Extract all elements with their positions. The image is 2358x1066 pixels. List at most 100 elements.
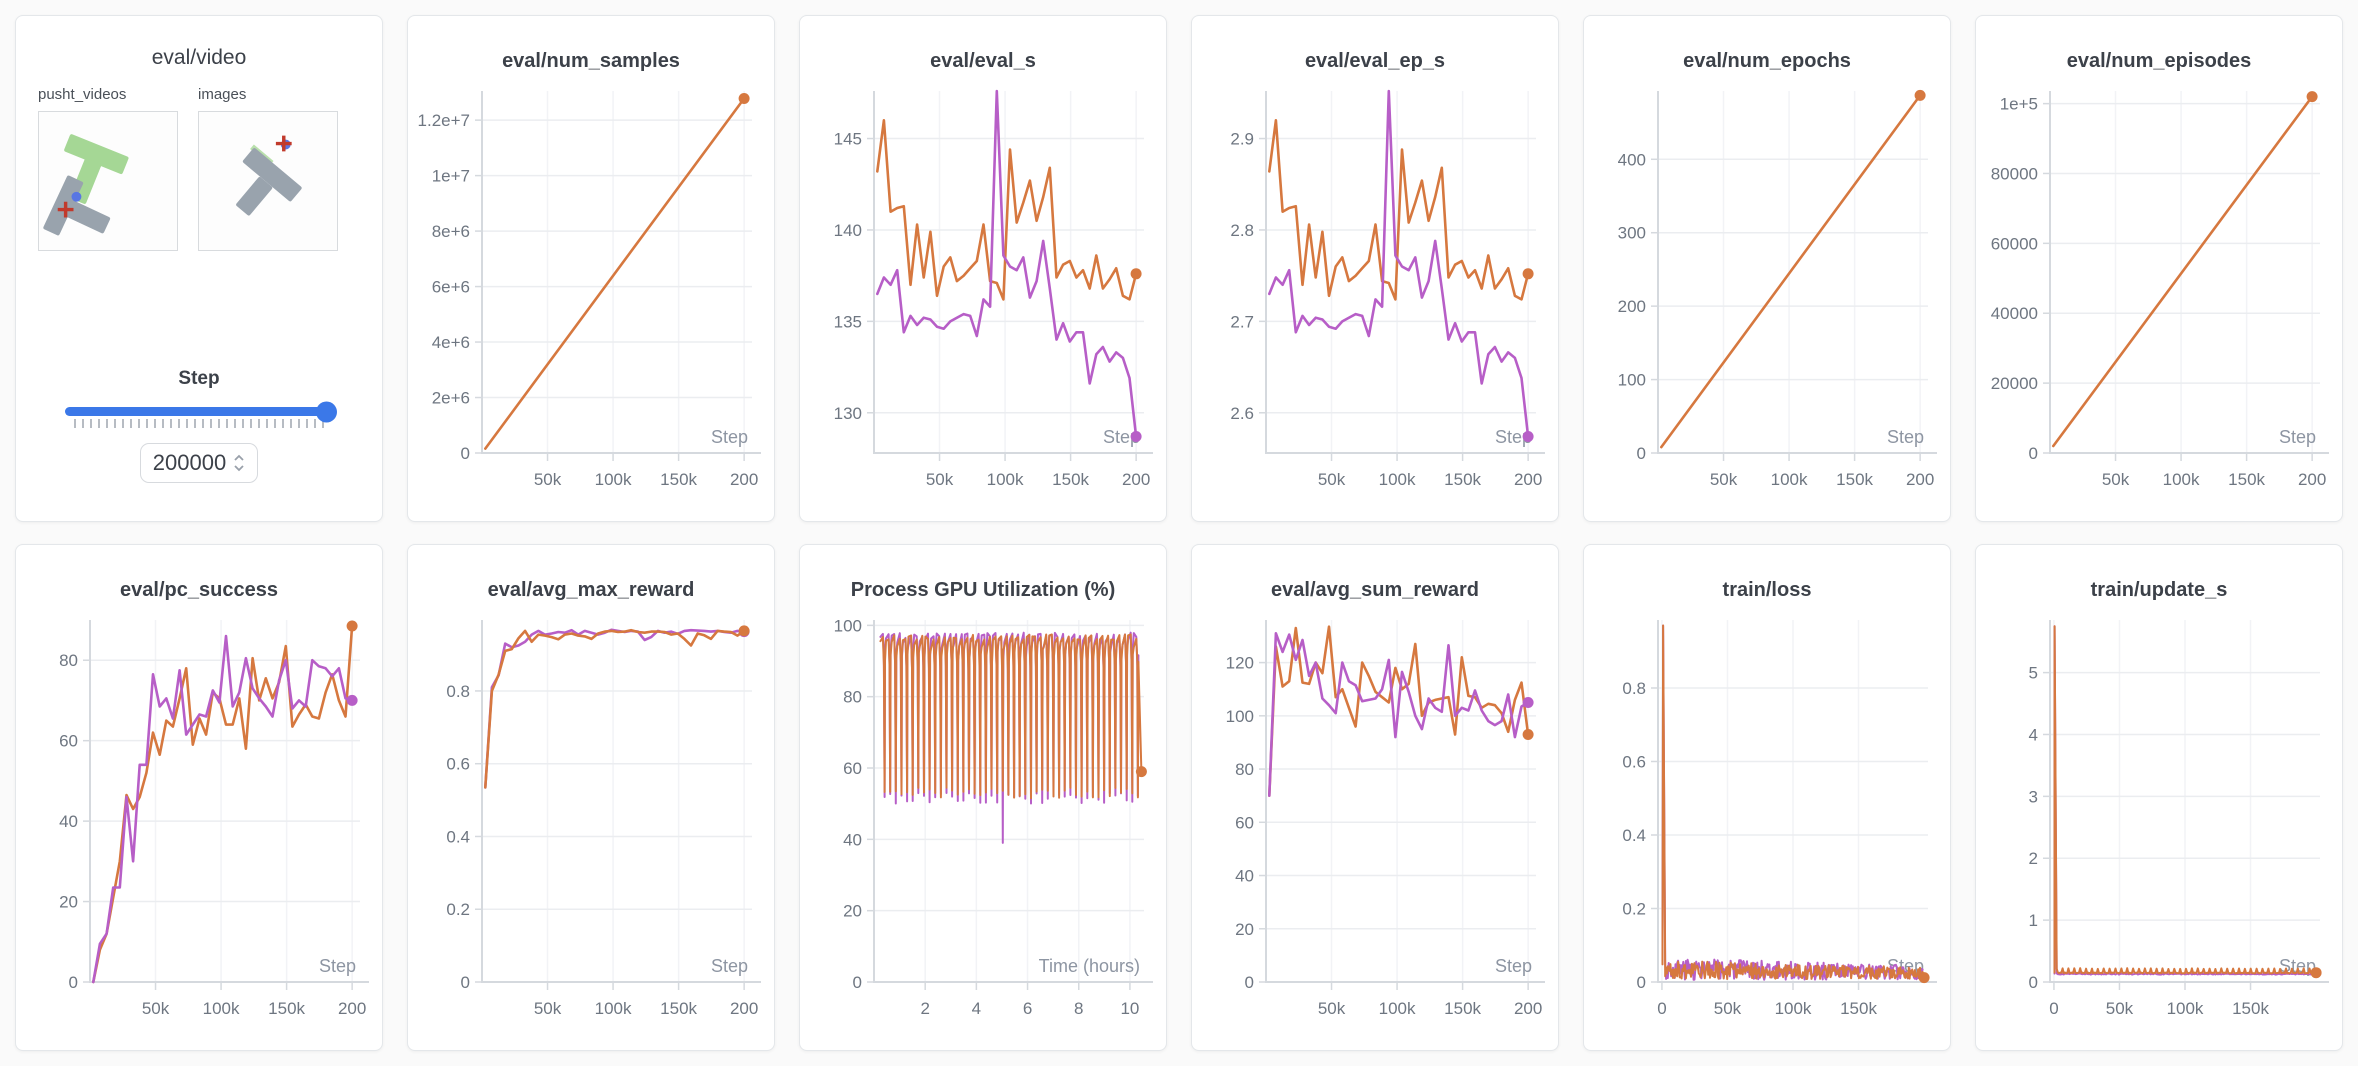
series-orange-end-dot bbox=[1914, 89, 1926, 101]
chart-panel-train-loss: train/loss 0 50k 100k 150k 0 0.2 0.4 0.6 0.8 Step bbox=[1583, 544, 1951, 1051]
svg-text:50k: 50k bbox=[534, 999, 562, 1018]
series-orange bbox=[1660, 94, 1922, 449]
images-thumbnail[interactable] bbox=[198, 111, 338, 251]
series-purple-end-dot bbox=[1522, 431, 1534, 442]
svg-text:0: 0 bbox=[2029, 444, 2038, 463]
svg-text:150k: 150k bbox=[1836, 470, 1873, 489]
chart-title: eval/pc_success bbox=[120, 579, 278, 601]
svg-text:0: 0 bbox=[1657, 999, 1666, 1018]
svg-text:0: 0 bbox=[2049, 999, 2058, 1018]
svg-text:400: 400 bbox=[1618, 150, 1646, 169]
chart-panel-process-gpu-utilization: Process GPU Utilization (%) 2 4 6 8 10 0 20 40 6… bbox=[799, 544, 1167, 1051]
series-orange-end-dot bbox=[2310, 967, 2322, 979]
svg-text:Step: Step bbox=[319, 956, 356, 976]
svg-text:40: 40 bbox=[843, 830, 862, 849]
svg-text:150k: 150k bbox=[1840, 999, 1877, 1018]
chart-panel-eval-avg-max-reward: eval/avg_max_reward 50k 100k 150k 200 0 0.2 0.… bbox=[407, 544, 775, 1051]
chart-plot[interactable]: 0 50k 100k 150k 0 1 2 3 4 5 Step bbox=[1986, 608, 2332, 1038]
svg-text:80000: 80000 bbox=[1991, 164, 2038, 183]
step-input-value: 200000 bbox=[152, 450, 227, 475]
svg-text:50k: 50k bbox=[926, 470, 954, 489]
svg-text:0: 0 bbox=[2029, 973, 2038, 992]
step-slider-knob[interactable] bbox=[316, 401, 337, 422]
svg-text:150k: 150k bbox=[660, 999, 697, 1018]
gray-t-shape bbox=[236, 144, 302, 216]
svg-text:50k: 50k bbox=[1318, 470, 1346, 489]
svg-text:10: 10 bbox=[1120, 999, 1139, 1018]
gray-t-shape bbox=[43, 175, 111, 236]
chart-title: eval/eval_s bbox=[930, 50, 1036, 72]
svg-text:1e+5: 1e+5 bbox=[2000, 95, 2038, 114]
svg-text:100: 100 bbox=[834, 616, 862, 635]
pusht-video-frame bbox=[43, 134, 129, 236]
svg-text:100k: 100k bbox=[595, 999, 632, 1018]
series-purple-end-dot bbox=[1522, 697, 1534, 708]
chart-panel-eval-avg-sum-reward: eval/avg_sum_reward 50k 100k 150k 200 0 20 40 6… bbox=[1191, 544, 1559, 1051]
series-orange bbox=[1661, 624, 1926, 980]
series-orange-end-dot bbox=[738, 625, 750, 637]
series-orange bbox=[876, 119, 1138, 301]
svg-text:150k: 150k bbox=[268, 999, 305, 1018]
step-slider[interactable] bbox=[65, 401, 337, 428]
media-panel-eval-video: eval/video pusht_videos bbox=[15, 15, 383, 522]
svg-text:2.7: 2.7 bbox=[1230, 312, 1254, 331]
chart-title: train/loss bbox=[1722, 579, 1812, 601]
svg-text:0.8: 0.8 bbox=[446, 682, 470, 701]
series-orange bbox=[484, 628, 746, 789]
svg-text:4e+6: 4e+6 bbox=[432, 333, 470, 352]
svg-text:6: 6 bbox=[1023, 999, 1032, 1018]
svg-text:4: 4 bbox=[972, 999, 981, 1018]
svg-text:120: 120 bbox=[1226, 654, 1254, 673]
chart-panel-eval-num-samples: eval/num_samples 50k 100k 150k 200 0 2e+6 4e+6… bbox=[407, 15, 775, 522]
svg-text:Step: Step bbox=[711, 956, 748, 976]
svg-text:135: 135 bbox=[834, 312, 862, 331]
pusht-videos-thumbnail[interactable] bbox=[38, 111, 178, 251]
svg-text:0.4: 0.4 bbox=[446, 827, 470, 846]
svg-text:0.6: 0.6 bbox=[1622, 752, 1646, 771]
svg-text:2e+6: 2e+6 bbox=[432, 389, 470, 408]
svg-text:20: 20 bbox=[843, 902, 862, 921]
svg-text:50k: 50k bbox=[2102, 470, 2130, 489]
media-panel-title: eval/video bbox=[151, 46, 247, 69]
svg-text:150k: 150k bbox=[2228, 470, 2265, 489]
svg-text:100: 100 bbox=[1226, 707, 1254, 726]
chart-plot[interactable]: 50k 100k 150k 200 0 0.2 0.4 0.6 0.8 Step bbox=[418, 608, 764, 1038]
series-orange-end-dot bbox=[1522, 268, 1534, 280]
svg-text:5: 5 bbox=[2029, 664, 2038, 683]
chart-plot[interactable]: 50k 100k 150k 200 0 20 40 60 80 Step bbox=[26, 608, 372, 1038]
svg-text:80: 80 bbox=[1235, 760, 1254, 779]
svg-text:100k: 100k bbox=[2167, 999, 2204, 1018]
chart-plot[interactable]: 50k 100k 150k 200 2.6 2.7 2.8 2.9 Step bbox=[1202, 79, 1548, 509]
step-slider-track[interactable] bbox=[65, 401, 337, 422]
svg-text:140: 140 bbox=[834, 221, 862, 240]
svg-text:0: 0 bbox=[1637, 444, 1646, 463]
svg-text:20: 20 bbox=[1235, 920, 1254, 939]
stepper-arrows-icon[interactable] bbox=[233, 452, 245, 474]
series-orange bbox=[2053, 625, 2318, 975]
svg-text:0.4: 0.4 bbox=[1622, 826, 1646, 845]
series-purple-end-dot bbox=[1130, 431, 1142, 442]
svg-text:145: 145 bbox=[834, 130, 862, 149]
svg-text:2: 2 bbox=[920, 999, 929, 1018]
thumb-caption-images: images bbox=[198, 86, 247, 103]
chart-plot[interactable]: 50k 100k 150k 200 130 135 140 145 Step bbox=[810, 79, 1156, 509]
chart-title: eval/num_samples bbox=[502, 50, 680, 72]
step-input[interactable]: 200000 bbox=[139, 443, 259, 483]
chart-plot[interactable]: 50k 100k 150k 200 0 20000 40000 60000 80000 1e+5 S… bbox=[1986, 79, 2332, 509]
chart-plot[interactable]: 50k 100k 150k 200 0 20 40 60 80 100 120 Step bbox=[1202, 608, 1548, 1038]
svg-text:Step: Step bbox=[711, 427, 748, 447]
svg-text:8: 8 bbox=[1074, 999, 1083, 1018]
target-cross-icon bbox=[275, 135, 292, 152]
svg-text:Time (hours): Time (hours) bbox=[1039, 956, 1140, 976]
svg-text:60: 60 bbox=[1235, 813, 1254, 832]
chart-plot[interactable]: 50k 100k 150k 200 0 2e+6 4e+6 6e+6 8e+6 1e+7 1.2e+… bbox=[418, 79, 764, 509]
chart-plot[interactable]: 50k 100k 150k 200 0 100 200 300 400 Step bbox=[1594, 79, 1940, 509]
svg-text:2: 2 bbox=[2029, 849, 2038, 868]
series-orange-end-dot bbox=[2306, 91, 2318, 103]
svg-text:Step: Step bbox=[1495, 956, 1532, 976]
svg-text:Step: Step bbox=[1495, 427, 1532, 447]
svg-text:0: 0 bbox=[461, 973, 470, 992]
